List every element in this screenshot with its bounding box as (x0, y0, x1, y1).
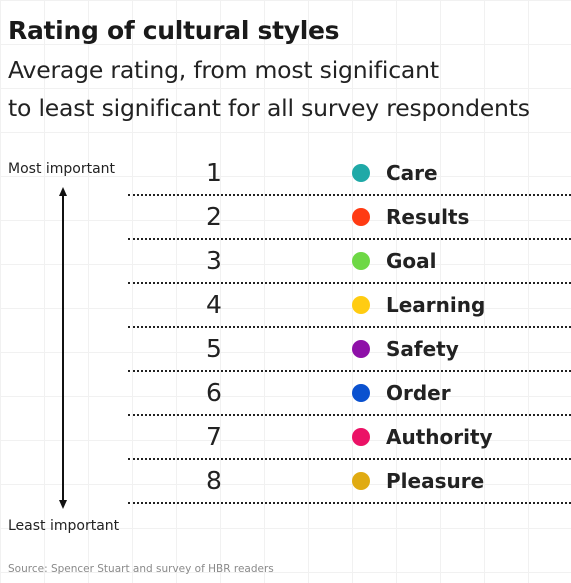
ranking-row: 2 Results (128, 196, 571, 240)
style-color-dot (352, 296, 370, 314)
dotted-separator (128, 414, 571, 416)
style-label: Order (386, 381, 451, 405)
rank-number: 4 (206, 290, 222, 319)
axis-label-least-important: Least important (8, 518, 120, 534)
style-label: Safety (386, 337, 459, 361)
style-color-dot (352, 384, 370, 402)
dotted-separator (128, 282, 571, 284)
style-label: Care (386, 161, 438, 185)
rank-number: 5 (206, 334, 222, 363)
style-label: Pleasure (386, 469, 485, 493)
dotted-separator (128, 458, 571, 460)
dotted-separator (128, 194, 571, 196)
rank-number: 7 (206, 422, 222, 451)
axis-label-most-important: Most important (8, 161, 116, 177)
ranking-row: 3 Goal (128, 240, 571, 284)
style-color-dot (352, 340, 370, 358)
style-label: Authority (386, 425, 493, 449)
importance-double-arrow (59, 187, 67, 509)
style-label: Learning (386, 293, 486, 317)
ranking-row: 8 Pleasure (128, 460, 571, 504)
ranking-list: 1 Care 2 Results 3 Goal 4 Learning 5 Safety 6 Order… (128, 152, 571, 504)
style-color-dot (352, 208, 370, 226)
ranking-row: 4 Learning (128, 284, 571, 328)
style-color-dot (352, 164, 370, 182)
style-color-dot (352, 252, 370, 270)
rank-number: 8 (206, 466, 222, 495)
chart-title: Rating of cultural styles (8, 16, 340, 45)
chart-subtitle-line-1: Average rating, from most significant (8, 56, 439, 84)
dotted-separator (128, 326, 571, 328)
style-color-dot (352, 472, 370, 490)
ranking-row: 6 Order (128, 372, 571, 416)
ranking-row: 1 Care (128, 152, 571, 196)
style-color-dot (352, 428, 370, 446)
style-label: Results (386, 205, 470, 229)
dotted-separator (128, 502, 571, 504)
source-note: Source: Spencer Stuart and survey of HBR… (8, 563, 274, 575)
rank-number: 1 (206, 158, 222, 187)
dotted-separator (128, 370, 571, 372)
rank-number: 2 (206, 202, 222, 231)
rank-number: 3 (206, 246, 222, 275)
style-label: Goal (386, 249, 437, 273)
dotted-separator (128, 238, 571, 240)
ranking-row: 7 Authority (128, 416, 571, 460)
rank-number: 6 (206, 378, 222, 407)
chart-subtitle-line-2: to least significant for all survey resp… (8, 94, 530, 122)
ranking-row: 5 Safety (128, 328, 571, 372)
